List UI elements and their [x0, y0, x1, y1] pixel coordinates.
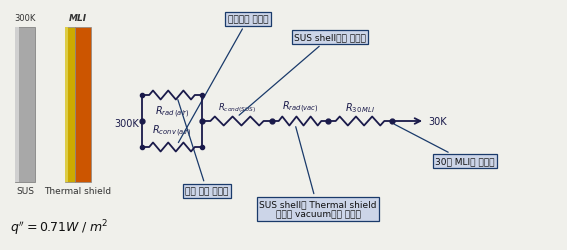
Text: 외기 복사 열저항: 외기 복사 열저항 [178, 100, 229, 196]
Text: $q'' = 0.71W \; / \; m^2$: $q'' = 0.71W \; / \; m^2$ [10, 218, 108, 237]
Bar [15, 28, 19, 182]
Text: $R_{conv\,(air)}$: $R_{conv\,(air)}$ [152, 123, 192, 138]
Text: SUS: SUS [16, 186, 34, 195]
Bar [75, 28, 91, 182]
Text: 300K: 300K [14, 14, 36, 23]
Text: SUS shell전도 열저항: SUS shell전도 열저항 [239, 33, 366, 116]
Bar [15, 28, 35, 182]
Text: $R_{30\,MLI}$: $R_{30\,MLI}$ [345, 101, 375, 114]
Text: 30장 MLI의 열저항: 30장 MLI의 열저항 [395, 125, 495, 166]
Text: $R_{rad\,(air)}$: $R_{rad\,(air)}$ [155, 104, 189, 120]
Text: $R_{cond(SUS)}$: $R_{cond(SUS)}$ [218, 101, 256, 114]
Bar [65, 28, 75, 182]
Text: 30K: 30K [428, 116, 447, 126]
Text: SUS shell과 Thermal shield
사이의 vacuum영역 열저항: SUS shell과 Thermal shield 사이의 vacuum영역 열… [259, 127, 376, 219]
Bar [65, 28, 68, 182]
Text: $R_{rad(vac)}$: $R_{rad(vac)}$ [282, 99, 319, 114]
Text: Thermal shield: Thermal shield [44, 186, 112, 195]
Text: MLI: MLI [69, 14, 87, 23]
Text: 외기대류 열저항: 외기대류 열저항 [179, 16, 268, 143]
Text: 300K: 300K [114, 118, 139, 128]
